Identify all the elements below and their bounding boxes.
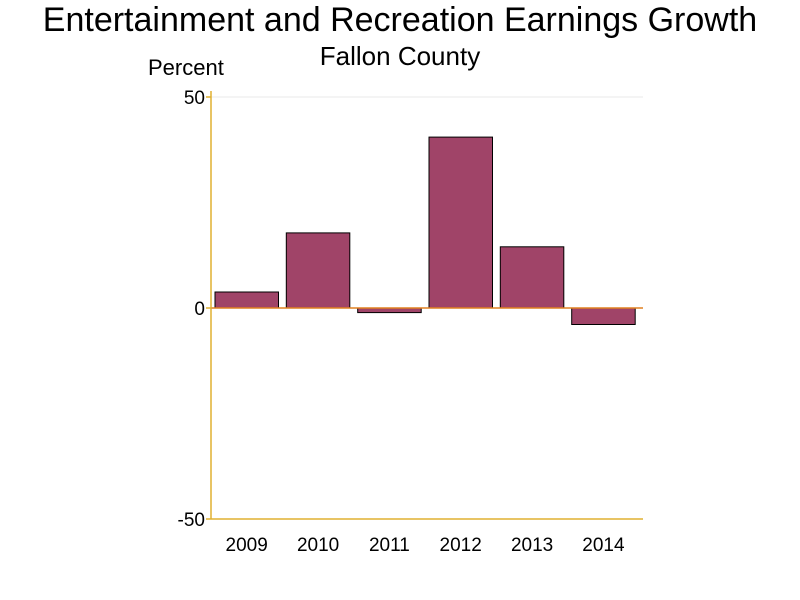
bar-2009 xyxy=(214,291,279,309)
y-tick-label: 0 xyxy=(194,299,205,320)
x-tick-label-2013: 2013 xyxy=(511,535,553,556)
x-tick-label-2011: 2011 xyxy=(369,535,410,556)
x-tick-label-2014: 2014 xyxy=(582,535,625,556)
x-tick-label-2012: 2012 xyxy=(440,535,482,556)
bar-2013 xyxy=(499,246,565,309)
y-axis-label: Percent xyxy=(148,55,224,80)
chart-subtitle: Fallon County xyxy=(319,41,481,71)
bar-2012 xyxy=(428,136,493,309)
y-tick-label: 50 xyxy=(184,88,205,109)
y-tick-label: -50 xyxy=(178,510,205,531)
chart-title: Entertainment and Recreation Earnings Gr… xyxy=(42,1,758,39)
x-tick-label-2009: 2009 xyxy=(226,535,268,556)
x-tick-label-2010: 2010 xyxy=(297,535,339,556)
bar-2010 xyxy=(285,232,351,309)
bar-2014 xyxy=(571,307,636,325)
